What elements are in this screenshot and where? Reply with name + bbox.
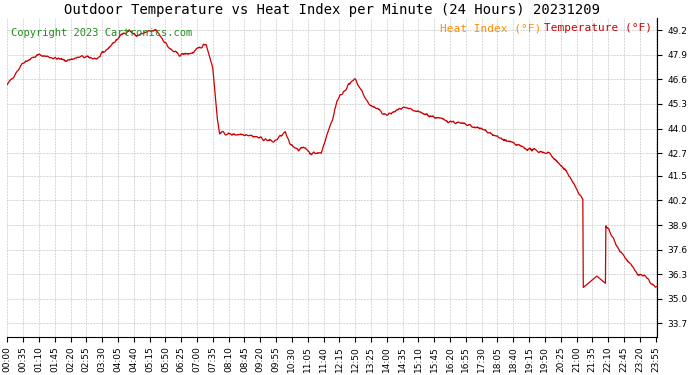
Text: Copyright 2023 Cartronics.com: Copyright 2023 Cartronics.com — [10, 27, 192, 38]
Legend: Heat Index (°F), Temperature (°F): Heat Index (°F), Temperature (°F) — [440, 24, 652, 33]
Title: Outdoor Temperature vs Heat Index per Minute (24 Hours) 20231209: Outdoor Temperature vs Heat Index per Mi… — [64, 3, 600, 17]
